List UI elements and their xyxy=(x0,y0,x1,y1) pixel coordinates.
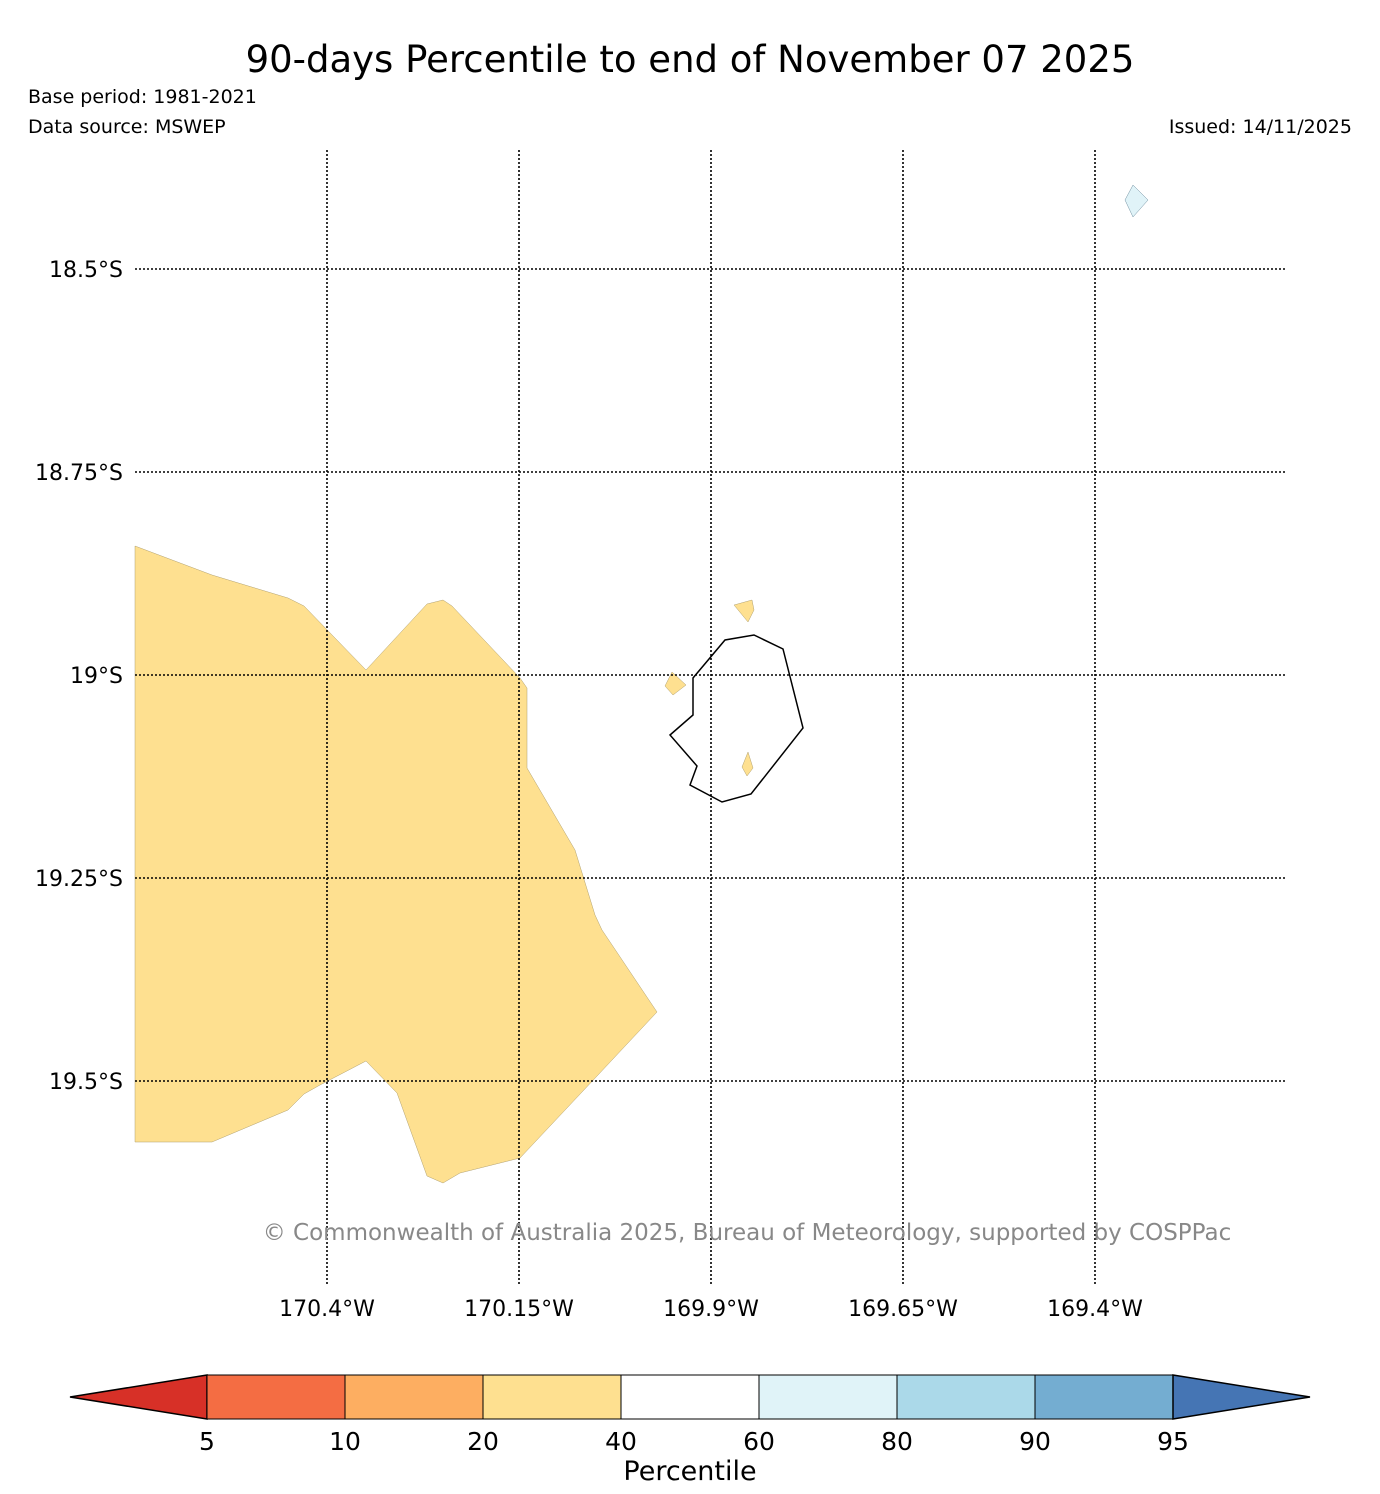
lat-label: 18.75°S xyxy=(35,461,123,486)
colorbar-tick-label: 80 xyxy=(881,1427,913,1456)
colorbar-tick-label: 40 xyxy=(605,1427,637,1456)
lon-label: 170.15°W xyxy=(464,1297,574,1322)
lon-label: 169.65°W xyxy=(848,1297,958,1322)
lon-label: 169.4°W xyxy=(1047,1297,1143,1322)
colorbar-tick-label: 60 xyxy=(743,1427,775,1456)
colorbar-swatch xyxy=(896,1374,1036,1420)
colorbar-tick-label: 5 xyxy=(199,1427,215,1456)
issued-date: Issued: 14/11/2025 xyxy=(1168,116,1352,138)
base-period: Base period: 1981-2021 xyxy=(28,86,257,108)
colorbar-title: Percentile xyxy=(623,1456,756,1487)
colorbar-swatch xyxy=(482,1374,622,1420)
lat-label: 18.5°S xyxy=(49,258,123,283)
region-20-40-west xyxy=(134,545,658,1184)
colorbar-tick-label: 20 xyxy=(467,1427,499,1456)
copyright-text: © Commonwealth of Australia 2025, Bureau… xyxy=(263,1220,1232,1246)
lat-label: 19°S xyxy=(70,664,123,689)
colorbar-swatch xyxy=(344,1374,484,1420)
lat-label: 19.5°S xyxy=(49,1070,123,1095)
colorbar-extend-low xyxy=(69,1374,208,1420)
colorbar-swatch xyxy=(620,1374,760,1420)
region-20-40-islet-2 xyxy=(664,671,687,696)
lon-label: 169.9°W xyxy=(663,1297,759,1322)
lon-label: 170.4°W xyxy=(279,1297,375,1322)
chart-title: 90-days Percentile to end of November 07… xyxy=(245,38,1135,81)
colorbar-extend-high xyxy=(1172,1374,1311,1420)
coastline-outline xyxy=(668,634,804,803)
data-source: Data source: MSWEP xyxy=(28,116,226,138)
colorbar-tick-label: 90 xyxy=(1019,1427,1051,1456)
region-20-40-islet-3 xyxy=(741,751,754,777)
colorbar-tick-label: 95 xyxy=(1157,1427,1189,1456)
region-20-40-islet-1 xyxy=(733,599,755,623)
region-60-80-islet xyxy=(1124,184,1149,218)
colorbar-swatch xyxy=(1034,1374,1174,1420)
lat-label: 19.25°S xyxy=(35,867,123,892)
colorbar-swatch xyxy=(758,1374,898,1420)
gridlines xyxy=(135,150,1285,1285)
colorbar-tick-label: 10 xyxy=(329,1427,361,1456)
colorbar: 5 10 20 40 60 80 90 95 xyxy=(69,1374,1311,1456)
colorbar-swatch xyxy=(206,1374,346,1420)
